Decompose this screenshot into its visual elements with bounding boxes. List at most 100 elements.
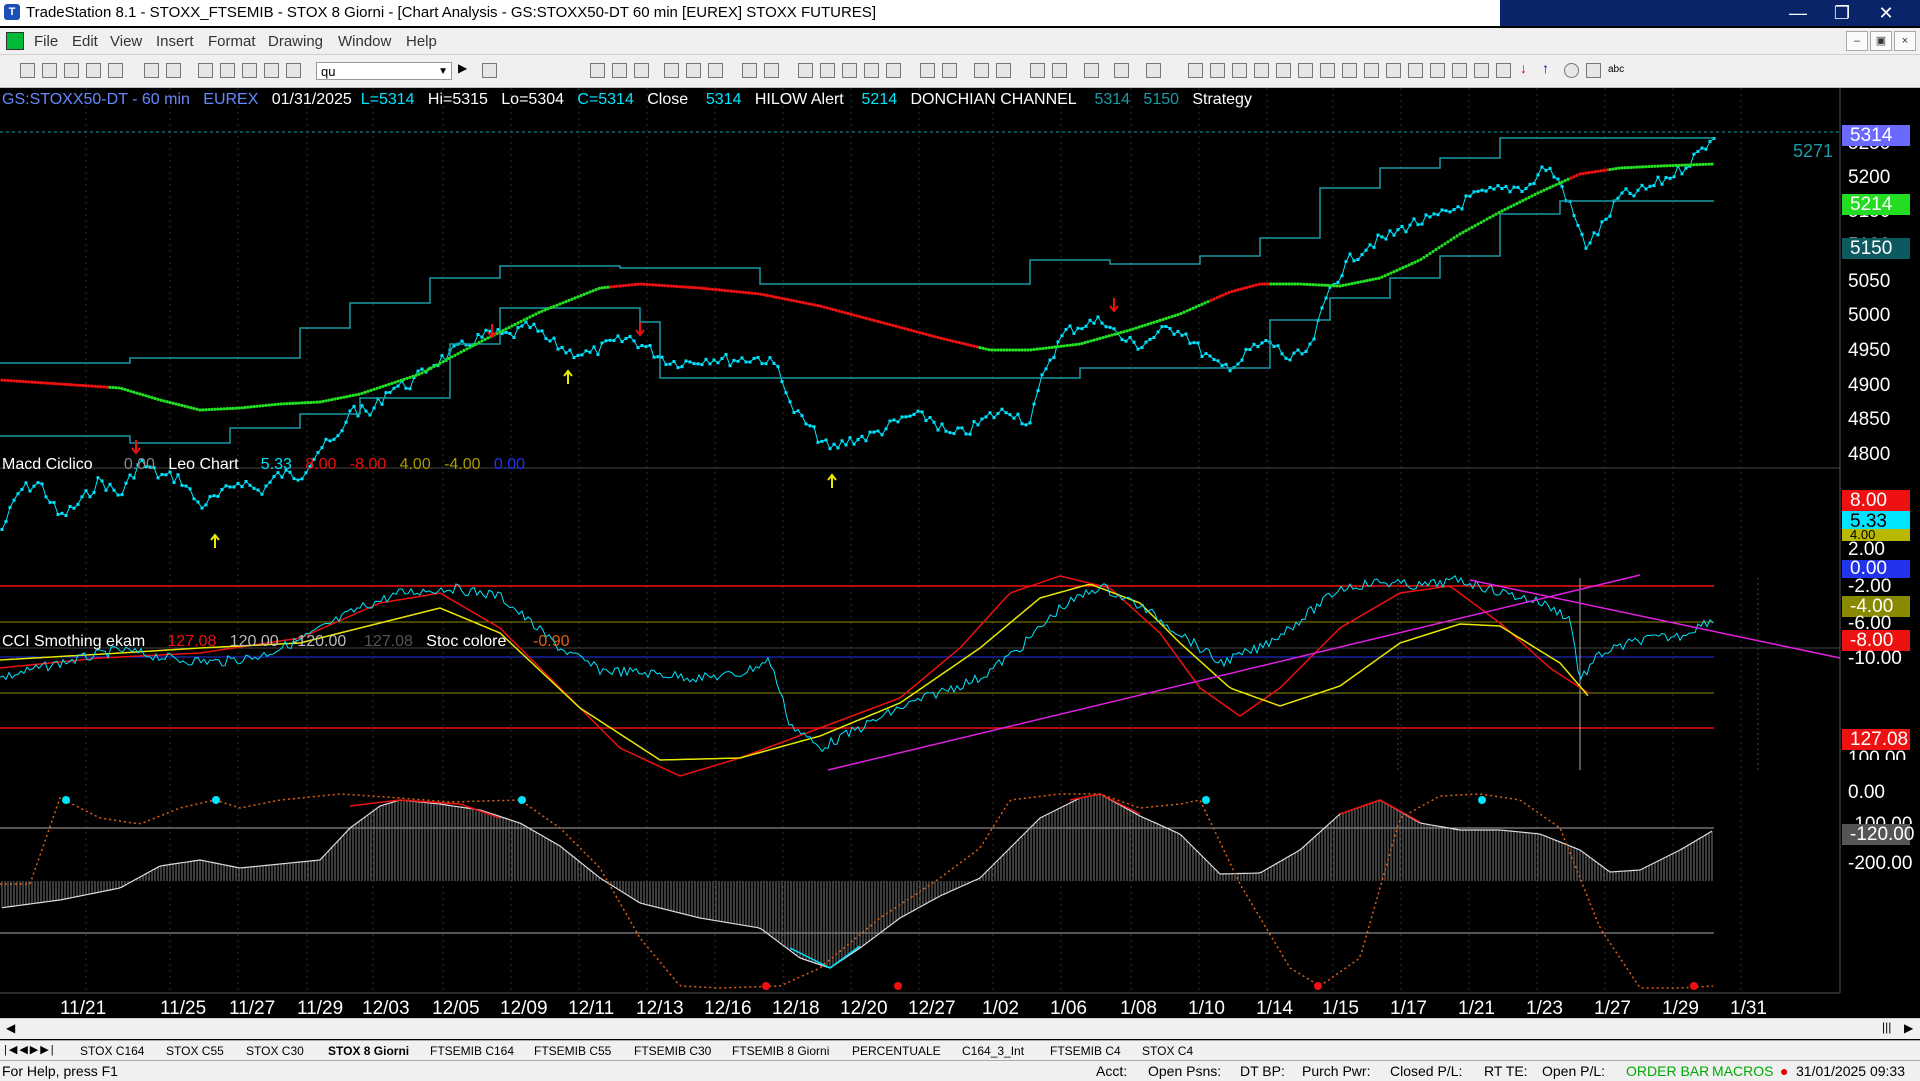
zoom-out-icon[interactable] — [996, 63, 1011, 78]
tab-stox-c164[interactable]: STOX C164 — [80, 1044, 145, 1058]
chart-green-icon[interactable] — [842, 63, 857, 78]
calc-icon[interactable] — [634, 63, 649, 78]
close-button[interactable]: ✕ — [1878, 3, 1894, 23]
tab-stox-c30[interactable]: STOX C30 — [246, 1044, 304, 1058]
horizontal-line-icon[interactable] — [1386, 63, 1401, 78]
insert-indicator-icon[interactable] — [742, 63, 757, 78]
ray-icon[interactable] — [1298, 63, 1313, 78]
mdi-restore-button[interactable]: ▣ — [1870, 31, 1892, 51]
new-icon[interactable] — [20, 63, 35, 78]
chart-canvas[interactable] — [0, 88, 1920, 1020]
menu-file[interactable]: File — [34, 33, 59, 50]
lock-icon[interactable] — [242, 63, 257, 78]
pointer-icon[interactable] — [1030, 63, 1045, 78]
bar-icon[interactable] — [590, 63, 605, 78]
tools-icon[interactable] — [264, 63, 279, 78]
move-icon[interactable] — [920, 63, 935, 78]
refresh-icon[interactable] — [708, 63, 723, 78]
insert-strategy-icon[interactable] — [764, 63, 779, 78]
ma-dot — [774, 295, 778, 299]
tab-percentuale[interactable]: PERCENTUALE — [852, 1044, 941, 1058]
scroll-icon[interactable] — [942, 63, 957, 78]
tools-wrench-icon[interactable] — [1084, 63, 1099, 78]
order-icon[interactable] — [1146, 63, 1161, 78]
arrow-down-icon[interactable]: ↓ — [1520, 60, 1527, 76]
ma-dot — [534, 312, 538, 316]
new-workspace-icon[interactable] — [86, 63, 101, 78]
parallel-icon[interactable] — [1430, 63, 1445, 78]
symbol-input[interactable]: qu ▼ — [316, 62, 452, 80]
chart-area[interactable]: GS:STOXX50-DT - 60 min EUREX 01/31/2025 … — [0, 88, 1920, 1020]
regression-icon[interactable] — [1364, 63, 1379, 78]
folder-icon[interactable] — [108, 63, 123, 78]
menu-help[interactable]: Help — [406, 33, 437, 50]
ma-dot — [750, 291, 754, 295]
print-icon[interactable] — [166, 63, 181, 78]
menu-view[interactable]: View — [110, 33, 143, 50]
menu-format[interactable]: Format — [208, 33, 256, 50]
tab-ftsemib-c164[interactable]: FTSEMIB C164 — [430, 1044, 515, 1058]
tab-ftsemib-c4[interactable]: FTSEMIB C4 — [1050, 1044, 1121, 1058]
minimize-button[interactable]: — — [1789, 3, 1807, 23]
data-window-icon[interactable] — [820, 63, 835, 78]
tab-stox-c4[interactable]: STOX C4 — [1142, 1044, 1194, 1058]
cursor-icon[interactable] — [1052, 63, 1067, 78]
tab-c164-3-int[interactable]: C164_3_Int — [962, 1044, 1025, 1058]
chart-type-icon[interactable] — [686, 63, 701, 78]
menu-insert[interactable]: Insert — [156, 33, 194, 50]
chart-line-icon[interactable] — [664, 63, 679, 78]
macros-button[interactable]: MACROS — [1712, 1063, 1774, 1079]
find-icon[interactable] — [482, 63, 497, 78]
bars-icon[interactable] — [886, 63, 901, 78]
arrow-up-icon[interactable]: ↑ — [1542, 60, 1549, 76]
tab-nav-icon[interactable]: |◀◀▶▶| — [4, 1044, 56, 1056]
chart-doc-icon[interactable] — [6, 32, 24, 50]
horizontal-lines-icon[interactable] — [1232, 63, 1247, 78]
scroll-left-icon[interactable]: ◀ — [6, 1021, 16, 1035]
tab-ftsemib-c55[interactable]: FTSEMIB C55 — [534, 1044, 612, 1058]
mdi-minimize-button[interactable]: – — [1846, 31, 1868, 51]
rectangle-icon[interactable] — [1586, 63, 1601, 78]
list-icon[interactable] — [612, 63, 627, 78]
arc-icon[interactable] — [1452, 63, 1467, 78]
mdi-close-button[interactable]: × — [1894, 31, 1916, 51]
alert-icon[interactable] — [1114, 63, 1129, 78]
fib-icon[interactable] — [1320, 63, 1335, 78]
zoom-in-icon[interactable] — [974, 63, 989, 78]
text-icon[interactable] — [1496, 63, 1511, 78]
scroll-right-icon[interactable]: ▶ — [1904, 1021, 1914, 1035]
globe-icon[interactable] — [286, 63, 301, 78]
tab-ftsemib-8-giorni[interactable]: FTSEMIB 8 Giorni — [732, 1044, 830, 1058]
open-workspace-icon[interactable] — [64, 63, 79, 78]
format-icon[interactable] — [798, 63, 813, 78]
trendline-icon[interactable] — [1188, 63, 1203, 78]
ma-dot — [1554, 183, 1558, 187]
vertical-line-icon[interactable] — [1342, 63, 1357, 78]
horizontal-scrollbar[interactable]: ◀ ||| ▶ — [0, 1018, 1920, 1039]
volume-icon[interactable] — [864, 63, 879, 78]
abc-text-icon[interactable]: abc — [1608, 64, 1625, 75]
ma-dot — [333, 397, 337, 401]
page-icon[interactable] — [220, 63, 235, 78]
vertical-lines-icon[interactable] — [1210, 63, 1225, 78]
arrow-right-icon[interactable]: ▶ — [458, 61, 468, 75]
tab-stox-8-giorni[interactable]: STOX 8 Giorni — [328, 1044, 410, 1058]
tab-stox-c55[interactable]: STOX C55 — [166, 1044, 224, 1058]
ellipse-icon[interactable] — [1564, 63, 1579, 78]
order-bar-button[interactable]: ORDER BAR — [1626, 1063, 1710, 1079]
save-icon[interactable] — [144, 63, 159, 78]
ma-dot — [528, 315, 532, 319]
menu-edit[interactable]: Edit — [72, 33, 98, 50]
tab-ftsemib-c30[interactable]: FTSEMIB C30 — [634, 1044, 712, 1058]
open-icon[interactable] — [42, 63, 57, 78]
menu-drawing[interactable]: Drawing — [268, 33, 324, 50]
restore-button[interactable]: ❐ — [1833, 3, 1851, 23]
channel-icon[interactable] — [1408, 63, 1423, 78]
gann-icon[interactable] — [1254, 63, 1269, 78]
pencil-icon[interactable] — [1474, 63, 1489, 78]
scroll-thumb-icon[interactable]: ||| — [1882, 1020, 1892, 1034]
angle-icon[interactable] — [1276, 63, 1291, 78]
menu-window[interactable]: Window — [338, 33, 392, 50]
window-icon[interactable] — [198, 63, 213, 78]
ma-dot — [42, 381, 46, 385]
